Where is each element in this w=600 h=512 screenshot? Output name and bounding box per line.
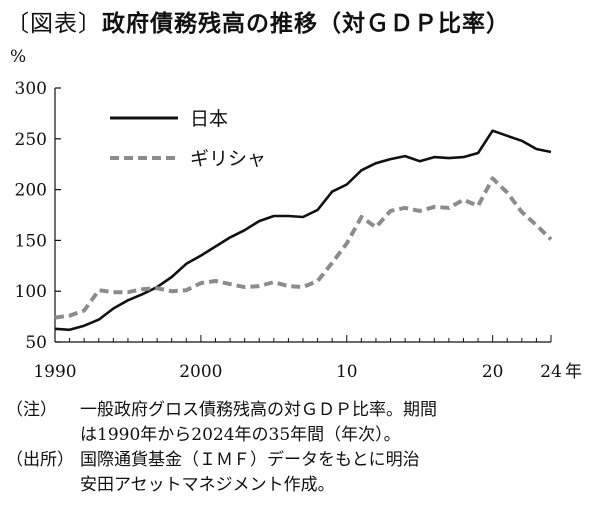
source-row: （出所） 国際通貨基金（ＩＭＦ）データをもとに明治 [6,448,596,473]
series-line-greece [54,176,553,320]
x-unit-label: 年 [565,362,582,382]
y-tick-label: 50 [25,333,47,353]
chart-title-text: 政府債務残高の推移（対ＧＤＰ比率） [102,11,510,37]
y-unit-label: % [10,47,26,67]
note-label: （注） [6,400,57,420]
note-line-2: は1990年から2024年の35年間（年次）。 [80,425,401,445]
note-row: （注） 一般政府グロス債務残高の対ＧＤＰ比率。期間 [6,398,596,423]
x-tick-label: 1990 [33,362,76,382]
x-tick-label: 10 [336,362,358,382]
notes-block: （注） 一般政府グロス債務残高の対ＧＤＰ比率。期間 は1990年から2024年の… [6,398,596,498]
x-tick-label: 20 [482,362,504,382]
axes: 50 100 150 200 250 300% 1990 2000 10 20 24 年 [10,47,582,382]
source-line-2: 安田アセットマネジメント作成。 [80,475,335,495]
legend-label: 日本 [190,108,228,130]
y-tick-label: 200 [15,181,47,201]
legend-label: ギリシャ [190,148,266,170]
source-label: （出所） [6,450,74,470]
x-tick-label: 2000 [179,362,222,382]
y-tick-label: 100 [15,282,47,302]
chart-title: 〔図表〕政府債務残高の推移（対ＧＤＰ比率） [6,4,510,38]
y-tick-label: 300 [15,79,47,99]
source-line-1: 国際通貨基金（ＩＭＦ）データをもとに明治 [80,450,420,470]
x-tick-label: 24 [540,362,562,382]
y-tick-label: 250 [15,130,47,150]
y-tick-label: 150 [15,231,47,251]
series-layer [54,129,553,332]
figure-tag: 〔図表〕 [6,11,102,37]
note-line-1: 一般政府グロス債務残高の対ＧＤＰ比率。期間 [80,400,437,420]
series-line-japan [54,129,552,332]
